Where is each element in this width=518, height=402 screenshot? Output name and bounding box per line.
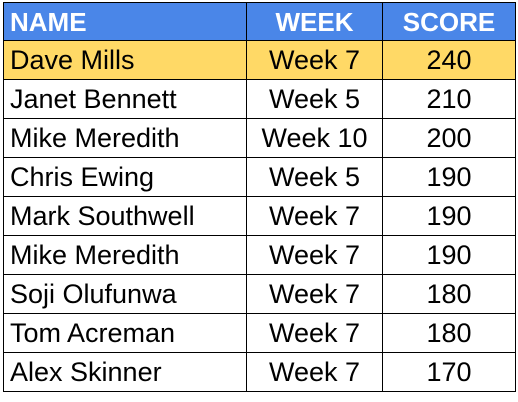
cell-week: Week 10 — [246, 118, 383, 158]
cell-score: 200 — [382, 118, 516, 158]
cell-name: Alex Skinner — [3, 352, 247, 392]
table-row: Mark Southwell Week 7 190 — [3, 196, 516, 236]
cell-score: 190 — [382, 196, 516, 236]
cell-week: Week 7 — [246, 352, 383, 392]
cell-name: Mark Southwell — [3, 196, 247, 236]
table-row: Tom Acreman Week 7 180 — [3, 313, 516, 353]
cell-name: Dave Mills — [3, 40, 247, 80]
cell-name: Mike Meredith — [3, 235, 247, 275]
cell-score: 210 — [382, 79, 516, 119]
cell-score: 180 — [382, 313, 516, 353]
table-row: Mike Meredith Week 10 200 — [3, 118, 516, 158]
table-row: Alex Skinner Week 7 170 — [3, 352, 516, 392]
cell-score: 190 — [382, 157, 516, 197]
cell-week: Week 7 — [246, 313, 383, 353]
table-row: Soji Olufunwa Week 7 180 — [3, 274, 516, 314]
cell-name: Tom Acreman — [3, 313, 247, 353]
table-row: Mike Meredith Week 7 190 — [3, 235, 516, 275]
leaderboard-table: NAME WEEK SCORE Dave Mills Week 7 240 Janet… — [3, 2, 516, 392]
cell-week: Week 5 — [246, 79, 383, 119]
cell-score: 240 — [382, 40, 516, 80]
cell-score: 190 — [382, 235, 516, 275]
cell-name: Soji Olufunwa — [3, 274, 247, 314]
cell-score: 180 — [382, 274, 516, 314]
cell-week: Week 5 — [246, 157, 383, 197]
table-row: Janet Bennett Week 5 210 — [3, 79, 516, 119]
cell-name: Mike Meredith — [3, 118, 247, 158]
cell-name: Janet Bennett — [3, 79, 247, 119]
table-row: Dave Mills Week 7 240 — [3, 40, 516, 80]
cell-week: Week 7 — [246, 40, 383, 80]
cell-name: Chris Ewing — [3, 157, 247, 197]
cell-week: Week 7 — [246, 196, 383, 236]
table-row: Chris Ewing Week 5 190 — [3, 157, 516, 197]
header-row: NAME WEEK SCORE — [3, 2, 516, 41]
cell-week: Week 7 — [246, 235, 383, 275]
column-header-name: NAME — [3, 2, 247, 41]
cell-score: 170 — [382, 352, 516, 392]
column-header-week: WEEK — [246, 2, 383, 41]
column-header-score: SCORE — [382, 2, 516, 41]
cell-week: Week 7 — [246, 274, 383, 314]
